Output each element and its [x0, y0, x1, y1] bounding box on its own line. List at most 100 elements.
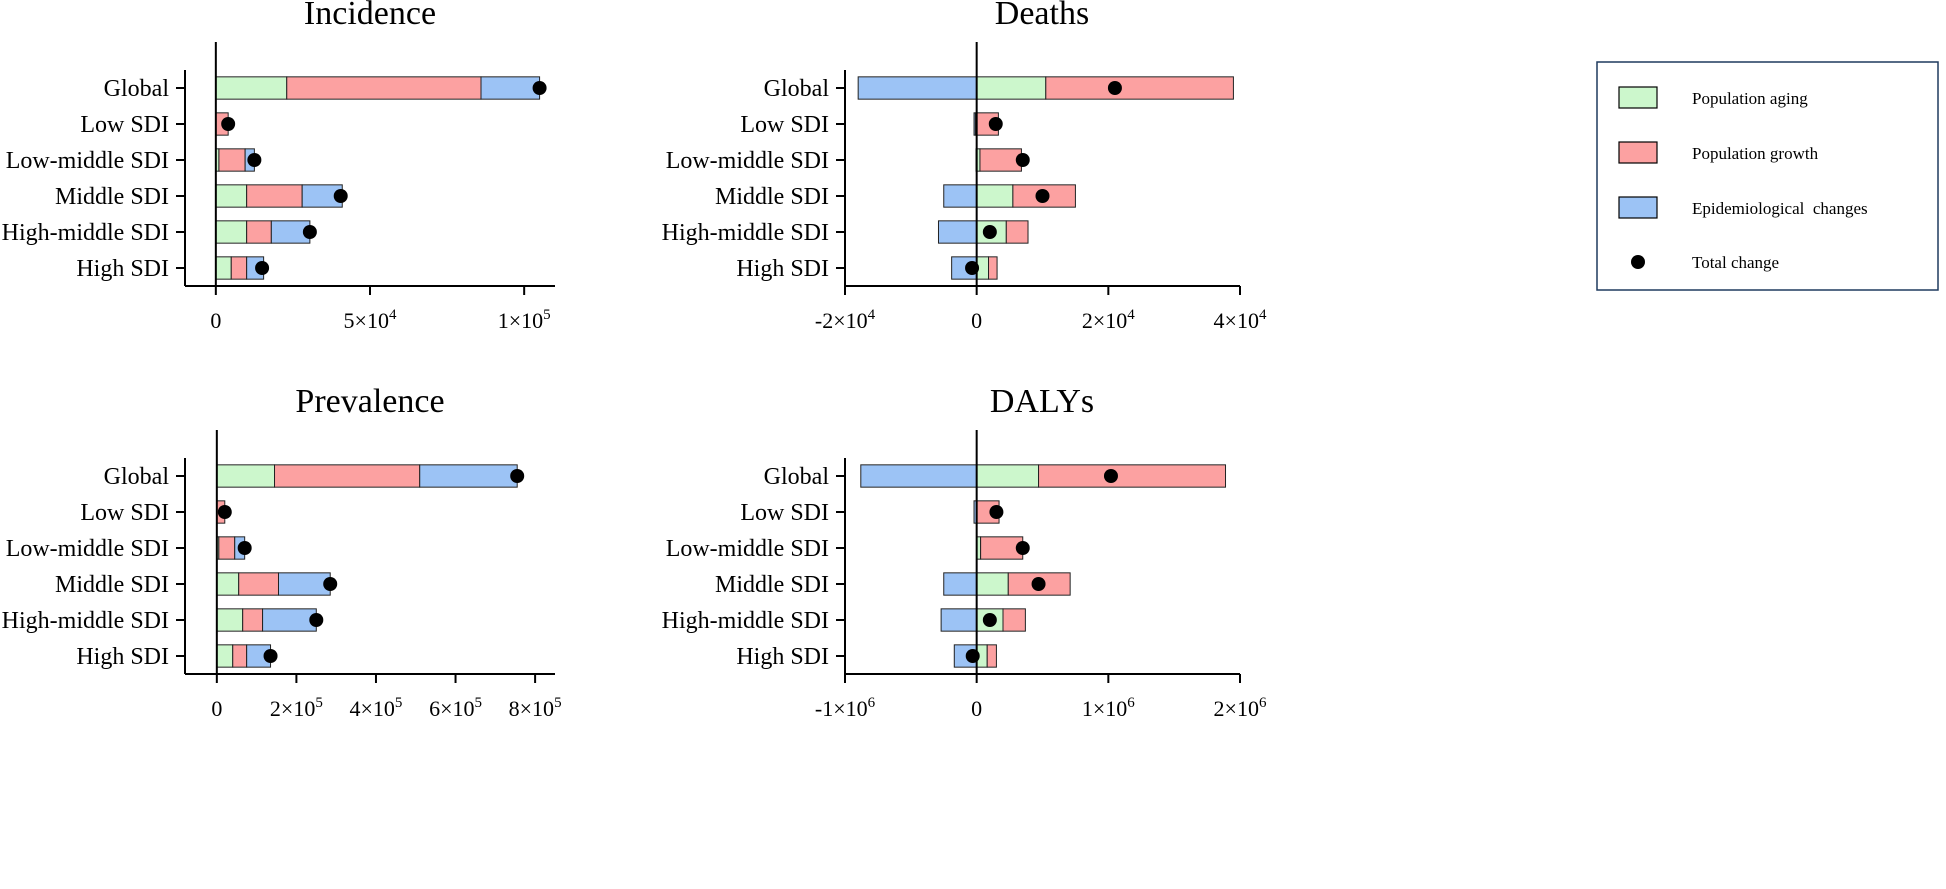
- total-change-dot-high-sdi: [965, 261, 980, 275]
- bar-population-growth-middle-sdi: [246, 184, 303, 208]
- x-tick-label: -1×106: [815, 695, 876, 721]
- category-label-high-sdi: High SDI: [736, 256, 829, 282]
- bar-epidemiological-changes-global: [480, 76, 541, 100]
- legend-label-growth: Population growth: [1692, 144, 1819, 163]
- bar-epidemiological-changes-high-middle-sdi: [940, 608, 978, 632]
- bar-population-growth-high-middle-sdi: [1002, 608, 1026, 632]
- x-tick-label: 4×104: [1214, 307, 1267, 333]
- category-label-high-middle-sdi: High-middle SDI: [662, 220, 829, 246]
- bar-population-aging-middle-sdi: [216, 572, 240, 596]
- total-change-dot-middle-sdi: [323, 577, 338, 591]
- total-change-dot-global: [510, 469, 525, 483]
- legend-swatch-epidemiological: [1618, 196, 1658, 219]
- category-label-low-middle-sdi: Low-middle SDI: [6, 536, 169, 562]
- total-change-dot-low-sdi: [988, 117, 1003, 131]
- legend-swatch-aging: [1618, 86, 1658, 109]
- total-change-dot-low-middle-sdi: [1015, 541, 1030, 555]
- prevalence-chart: Prevalence Global Low SDI Low-middle SDI Mid…: [2, 383, 562, 721]
- x-tick-label: 2×104: [1082, 307, 1135, 333]
- category-label-low-sdi: Low SDI: [80, 112, 169, 138]
- bar-epidemiological-changes-middle-sdi: [277, 572, 331, 596]
- category-label-global: Global: [104, 464, 170, 490]
- bar-population-aging-middle-sdi: [215, 184, 248, 208]
- x-tick-label: 4×105: [350, 695, 403, 721]
- bar-epidemiological-changes-global: [419, 464, 518, 488]
- category-label-low-sdi: Low SDI: [80, 500, 169, 526]
- bar-population-growth-middle-sdi: [238, 572, 279, 596]
- bar-population-growth-global: [286, 76, 482, 100]
- bar-population-growth-low-middle-sdi: [218, 536, 236, 560]
- bar-population-aging-global: [215, 76, 288, 100]
- bar-epidemiological-changes-global: [857, 76, 978, 100]
- dalys-chart: DALYs Global Low SDI Low-middle SDI Middle S…: [662, 383, 1267, 721]
- category-label-low-middle-sdi: Low-middle SDI: [666, 148, 829, 174]
- bar-population-aging-high-sdi: [216, 644, 234, 668]
- x-tick-label: 0: [211, 696, 222, 721]
- total-change-dot-high-middle-sdi: [982, 613, 997, 627]
- legend-dot-total: [1631, 255, 1645, 269]
- category-label-high-sdi: High SDI: [76, 644, 169, 670]
- total-change-dot-high-sdi: [965, 649, 980, 663]
- total-change-dot-high-sdi: [263, 649, 278, 663]
- category-label-global: Global: [104, 76, 170, 102]
- bar-population-aging-middle-sdi: [976, 572, 1009, 596]
- bar-population-growth-low-middle-sdi: [218, 148, 246, 172]
- chart-title: DALYs: [990, 383, 1094, 420]
- category-label-high-sdi: High SDI: [76, 256, 169, 282]
- total-change-dot-low-middle-sdi: [247, 153, 262, 167]
- legend-label-total: Total change: [1692, 253, 1779, 272]
- bar-population-growth-global: [1045, 76, 1234, 100]
- legend: Population aging Population growth Epide…: [1596, 61, 1939, 291]
- x-tick-label: 8×105: [509, 695, 562, 721]
- total-change-dot-low-sdi: [221, 117, 236, 131]
- legend-label-epidemiological: Epidemiological changes: [1692, 199, 1868, 218]
- bar-population-growth-high-sdi: [988, 256, 998, 280]
- category-label-middle-sdi: Middle SDI: [55, 572, 169, 598]
- category-label-low-middle-sdi: Low-middle SDI: [6, 148, 169, 174]
- chart-title: Deaths: [995, 0, 1089, 32]
- bar-population-growth-high-middle-sdi: [1005, 220, 1029, 244]
- category-label-low-sdi: Low SDI: [740, 112, 829, 138]
- bar-epidemiological-changes-high-middle-sdi: [262, 608, 317, 632]
- category-label-global: Global: [764, 76, 830, 102]
- category-label-low-middle-sdi: Low-middle SDI: [666, 536, 829, 562]
- bar-population-aging-high-middle-sdi: [216, 608, 244, 632]
- x-tick-label: 1×106: [1082, 695, 1135, 721]
- bar-population-growth-global: [1038, 464, 1227, 488]
- category-label-middle-sdi: Middle SDI: [55, 184, 169, 210]
- bar-population-aging-global: [216, 464, 276, 488]
- bar-population-growth-low-middle-sdi: [979, 148, 1022, 172]
- incidence-chart: Incidence Global Low SDI Low-middle SDI Midd…: [2, 0, 555, 333]
- total-change-dot-low-sdi: [989, 505, 1004, 519]
- x-tick-label: 5×104: [344, 307, 397, 333]
- total-change-dot-high-middle-sdi: [982, 225, 997, 239]
- total-change-dot-global: [1103, 469, 1118, 483]
- category-label-high-sdi: High SDI: [736, 644, 829, 670]
- x-tick-label: 1×105: [498, 307, 551, 333]
- category-label-high-middle-sdi: High-middle SDI: [662, 608, 829, 634]
- legend-label-aging: Population aging: [1692, 89, 1808, 108]
- deaths-chart: Deaths Global Low SDI Low-middle SDI Middle …: [662, 0, 1267, 333]
- bar-population-aging-global: [976, 76, 1047, 100]
- legend-swatch-growth: [1618, 141, 1658, 164]
- category-label-low-sdi: Low SDI: [740, 500, 829, 526]
- bar-epidemiological-changes-high-middle-sdi: [937, 220, 978, 244]
- total-change-dot-global: [1107, 81, 1122, 95]
- bar-population-growth-high-middle-sdi: [242, 608, 264, 632]
- total-change-dot-low-middle-sdi: [1015, 153, 1030, 167]
- bar-population-growth-high-middle-sdi: [246, 220, 272, 244]
- bar-population-growth-high-sdi: [230, 256, 248, 280]
- total-change-dot-high-middle-sdi: [302, 225, 317, 239]
- total-change-dot-low-sdi: [217, 505, 232, 519]
- total-change-dot-low-middle-sdi: [237, 541, 252, 555]
- x-tick-label: 0: [210, 308, 221, 333]
- category-label-middle-sdi: Middle SDI: [715, 572, 829, 598]
- bar-population-growth-high-sdi: [232, 644, 248, 668]
- bar-population-growth-high-sdi: [986, 644, 997, 668]
- x-tick-label: 0: [971, 308, 982, 333]
- bar-population-aging-middle-sdi: [976, 184, 1014, 208]
- bar-epidemiological-changes-global: [860, 464, 978, 488]
- chart-title: Prevalence: [295, 383, 444, 420]
- total-change-dot-high-middle-sdi: [309, 613, 324, 627]
- category-label-high-middle-sdi: High-middle SDI: [2, 220, 169, 246]
